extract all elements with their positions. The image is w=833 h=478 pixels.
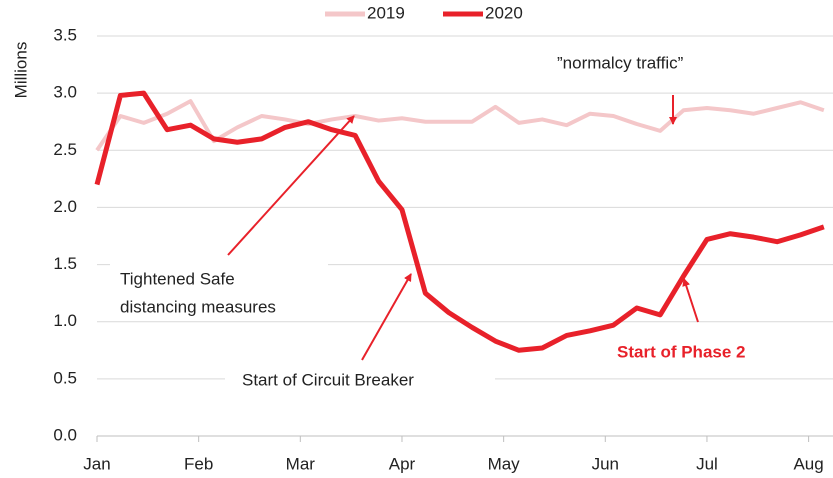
series-line <box>94 90 825 353</box>
annotation-arrow <box>682 278 699 323</box>
y-tick-label: 0.0 <box>53 425 77 444</box>
y-tick-label: 3.5 <box>53 25 77 44</box>
legend-label: 2019 <box>367 3 405 22</box>
legend-label: 2020 <box>485 3 523 22</box>
y-tick-label: 1.5 <box>53 254 77 273</box>
y-tick-label: 3.0 <box>53 83 77 102</box>
annotation: Start of Circuit Breaker <box>242 370 414 389</box>
x-tick-label: Apr <box>389 454 416 473</box>
label-bg <box>110 258 328 318</box>
series-line <box>95 99 825 152</box>
y-tick-label: 0.5 <box>53 368 77 387</box>
annotation-arrow <box>361 273 412 361</box>
x-tick-label: Jun <box>592 454 619 473</box>
annotation-arrow <box>227 115 355 256</box>
annotation: Tightened Safe <box>120 269 235 288</box>
annotation: distancing measures <box>120 297 276 316</box>
y-tick-label: 2.0 <box>53 197 77 216</box>
y-axis-label: Millions <box>11 42 30 99</box>
x-tick-label: Mar <box>286 454 316 473</box>
annotation: Start of Phase 2 <box>617 342 746 361</box>
annotation: ”normalcy traffic” <box>557 53 684 72</box>
x-tick-label: Feb <box>184 454 213 473</box>
y-tick-label: 1.0 <box>53 311 77 330</box>
x-tick-label: Jan <box>83 454 110 473</box>
y-tick-label: 2.5 <box>53 140 77 159</box>
label-bg <box>225 368 495 394</box>
x-tick-label: Aug <box>793 454 823 473</box>
x-tick-label: Jul <box>696 454 718 473</box>
x-tick-label: May <box>488 454 521 473</box>
